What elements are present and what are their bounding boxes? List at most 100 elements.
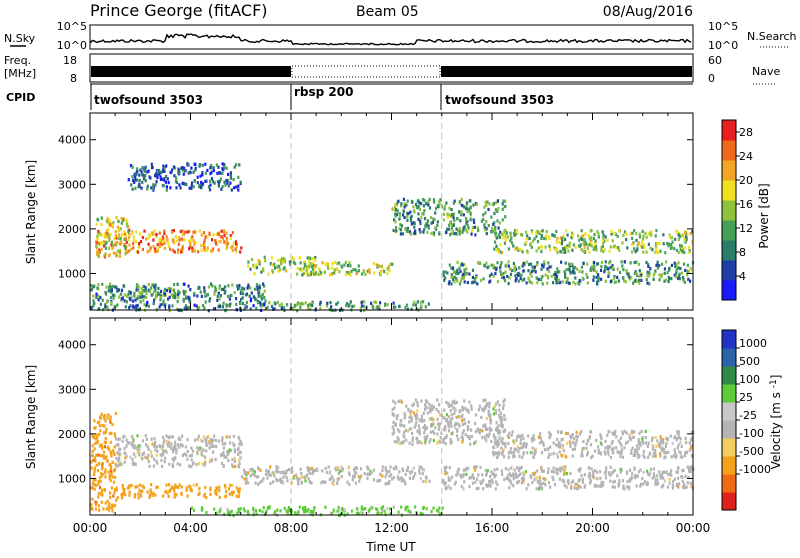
freq-bar-right [441, 66, 692, 77]
velocity-colorbar-swatch [722, 438, 736, 457]
velocity-ylabel: Slant Range [km] [24, 365, 38, 469]
cpid-strip: CPID twofsound 3503 rbsp 200 twofsound 3… [6, 83, 693, 110]
power-colorbar-swatch [722, 180, 736, 201]
vel-region-0 [90, 411, 118, 513]
power-ytick-label: 4000 [58, 134, 86, 147]
cpid-segment-3: twofsound 3503 [445, 93, 554, 107]
freq-tick-top: 18 [63, 54, 77, 67]
cpid-segment-1: twofsound 3503 [94, 93, 203, 107]
vel-ytick-label: 1000 [58, 472, 86, 485]
velocity-cbar-label: Velocity [m s -1] [769, 375, 783, 470]
power-colorbar-tick-label: 4 [739, 270, 746, 283]
freq-unit: [MHz] [4, 67, 36, 80]
power-colorbar-tick-label: 28 [739, 126, 753, 139]
power-colorbar-tick-label: 20 [739, 174, 753, 187]
nsky-trace [90, 33, 692, 46]
nsky-line [90, 33, 692, 46]
freq-bar-left [91, 66, 291, 77]
nave-label: Nave [752, 65, 780, 78]
time-tick-label: 04:00 [173, 521, 208, 535]
time-tick-label: 20:00 [575, 521, 610, 535]
power-frame [89, 112, 694, 311]
velocity-colorbar-tick-label: -25 [739, 409, 757, 422]
xaxis-title: Time UT [365, 540, 416, 554]
time-tick-label: 00:00 [676, 521, 711, 535]
power-region-1 [95, 215, 130, 259]
vel-region-3 [240, 465, 431, 487]
velocity-colorbar-swatch [722, 348, 736, 367]
vel-region-2 [115, 434, 243, 469]
velocity-colorbar-swatch [722, 366, 736, 385]
vel-region-1 [115, 483, 241, 500]
power-region-7 [391, 197, 507, 237]
power-colorbar-swatch [722, 120, 736, 141]
power-xaxis [89, 113, 694, 310]
cpid-label: CPID [6, 91, 35, 104]
power-ytick-label: 3000 [58, 178, 86, 191]
power-colorbar-frame [721, 119, 737, 301]
power-region-9 [493, 229, 694, 255]
power-colorbar-swatch [722, 280, 736, 301]
power-panel: 1000 2000 3000 4000 Slant Range [km] 4 8 12 16… [24, 112, 771, 313]
power-region-0 [95, 228, 243, 254]
beam-title: Beam 05 [356, 4, 419, 20]
velocity-yaxis: 1000 2000 3000 4000 [58, 339, 693, 485]
power-colorbar-swatch [722, 260, 736, 281]
velocity-data [90, 318, 695, 518]
velocity-colorbar-tick-label: -1000 [739, 463, 771, 476]
power-ytick-label: 1000 [58, 267, 86, 280]
time-tick-label: 12:00 [374, 521, 409, 535]
power-region-6 [304, 260, 394, 277]
vel-region-6 [442, 465, 695, 491]
velocity-colorbar-tick-label: 1000 [739, 337, 767, 350]
velocity-colorbar-tick-label: 100 [739, 373, 760, 386]
date-title: 08/Aug/2016 [603, 4, 693, 20]
velocity-colorbar-tick-label: 500 [739, 355, 760, 368]
velocity-colorbar-swatch [722, 492, 736, 511]
nave-dotted-segment [291, 65, 441, 78]
velocity-colorbar-swatch [722, 474, 736, 493]
power-colorbar-tick-label: 24 [739, 150, 753, 163]
cpid-segment-2: rbsp 200 [294, 85, 353, 99]
power-region-8 [442, 260, 695, 286]
power-yaxis: 1000 2000 3000 4000 [58, 134, 693, 280]
power-colorbar-swatch [722, 200, 736, 221]
power-ylabel: Slant Range [km] [24, 160, 38, 264]
nsky-label: N.Sky [4, 32, 36, 45]
freq-strip-frame [89, 53, 694, 83]
vel-region-5 [391, 398, 507, 446]
velocity-panel: 1000 2000 3000 4000 00:00 04:00 08:00 12:00 16:… [24, 317, 783, 535]
power-colorbar-swatch [722, 220, 736, 241]
velocity-colorbar: 1000 500 100 25 -25 -100 -500 -1000 [721, 329, 771, 511]
freq-tick-bottom: 8 [70, 72, 77, 85]
power-region-10 [127, 162, 242, 192]
power-region-4 [247, 255, 317, 277]
power-colorbar-tick-label: 12 [739, 222, 753, 235]
nsky-strip: N.Sky 10^5 10^0 10^5 10^0 N.Search [4, 20, 797, 52]
power-data [90, 113, 695, 313]
time-tick-label: 08:00 [274, 521, 309, 535]
power-colorbar-tick-label: 16 [739, 198, 753, 211]
power-colorbar-swatch [722, 160, 736, 181]
nsky-strip-frame [89, 24, 694, 50]
velocity-colorbar-swatch [722, 384, 736, 403]
velocity-colorbar-tick-label: 25 [739, 391, 753, 404]
velocity-xaxis: 00:00 04:00 08:00 12:00 16:00 20:00 00:00 [73, 318, 711, 535]
nsearch-tick-top: 10^5 [708, 20, 738, 33]
velocity-colorbar-tick-label: -100 [739, 427, 764, 440]
power-colorbar-tick-label: 8 [739, 246, 746, 259]
freq-label: Freq. [4, 54, 31, 67]
time-tick-label: 16:00 [475, 521, 510, 535]
vel-region-7 [492, 429, 695, 460]
vel-ytick-label: 4000 [58, 339, 86, 352]
power-ytick-label: 2000 [58, 223, 86, 236]
power-colorbar-swatch [722, 140, 736, 161]
velocity-cbar-label-main: Velocity [m s [769, 392, 783, 469]
velocity-colorbar-swatch [722, 456, 736, 475]
velocity-colorbar-swatch [722, 402, 736, 421]
power-colorbar-swatch [722, 240, 736, 261]
freq-strip: Freq. [MHz] 18 8 60 0 Nave [4, 53, 780, 85]
velocity-colorbar-swatch [722, 330, 736, 349]
